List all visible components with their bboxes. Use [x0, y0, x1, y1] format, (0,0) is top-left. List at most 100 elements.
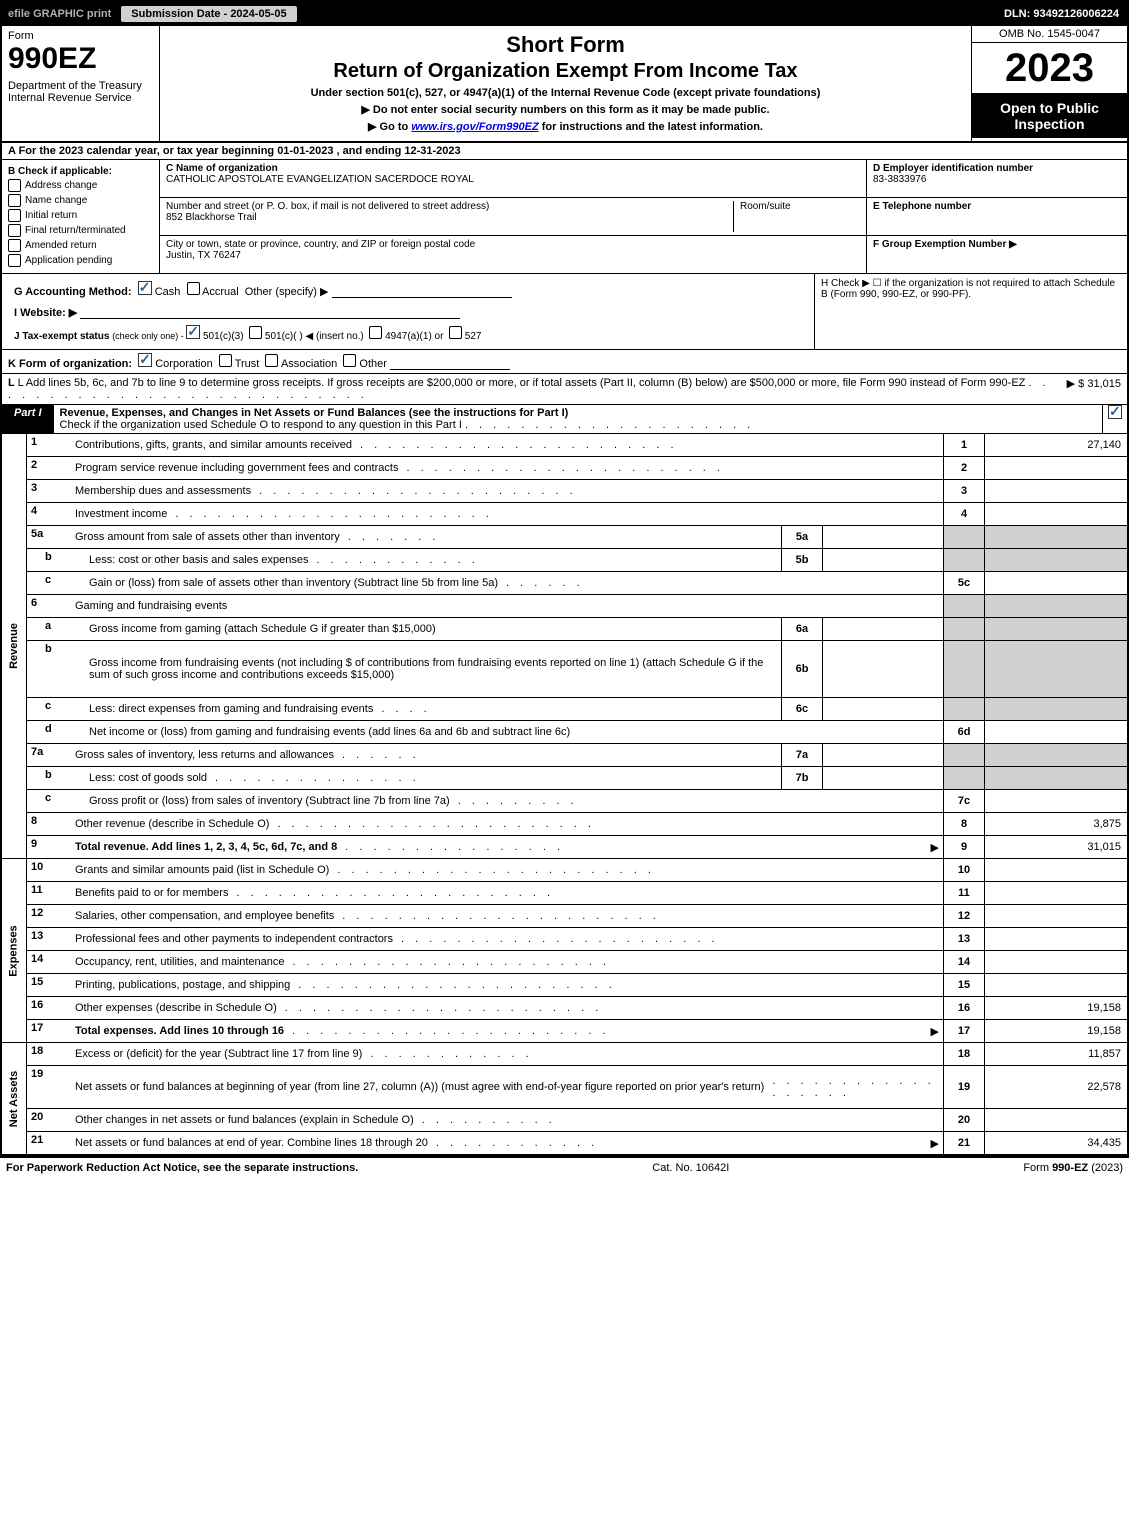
top-bar: efile GRAPHIC print Submission Date - 20… — [2, 2, 1127, 26]
expenses-label: Expenses — [8, 925, 20, 976]
line-5b-subvalue — [822, 549, 943, 571]
line-14: 14 Occupancy, rent, utilities, and maint… — [27, 951, 1127, 974]
checkbox-accrual[interactable] — [187, 282, 200, 295]
line-2-num: 2 — [27, 457, 71, 479]
checkbox-cash[interactable] — [138, 281, 152, 295]
line-10-refnum: 10 — [943, 859, 984, 881]
other-method-field[interactable] — [332, 283, 512, 298]
line-8-refnum: 8 — [943, 813, 984, 835]
line-7b-grey — [943, 767, 984, 789]
line-3-text: Membership dues and assessments — [75, 485, 251, 497]
label-application-pending: Application pending — [25, 255, 112, 266]
line-8-text: Other revenue (describe in Schedule O) — [75, 818, 269, 830]
line-21-refnum: 21 — [943, 1132, 984, 1154]
note-link: ▶ Go to www.irs.gov/Form990EZ for instru… — [164, 120, 967, 133]
line-5c-refnum: 5c — [943, 572, 984, 594]
line-5b-refnum: 5b — [781, 549, 822, 571]
checkbox-amended-return[interactable] — [8, 239, 21, 252]
line-5b-num: b — [27, 549, 85, 571]
header-right: OMB No. 1545-0047 2023 Open to Public In… — [972, 26, 1127, 141]
line-15-value — [984, 974, 1127, 996]
line-20-refnum: 20 — [943, 1109, 984, 1131]
checkbox-corporation[interactable] — [138, 353, 152, 367]
checkbox-527[interactable] — [449, 326, 462, 339]
line-5a-subvalue — [822, 526, 943, 548]
address-row: Number and street (or P. O. box, if mail… — [160, 198, 866, 236]
line-5b-text: Less: cost or other basis and sales expe… — [89, 554, 309, 566]
checkbox-other-org[interactable] — [343, 354, 356, 367]
checkbox-address-change[interactable] — [8, 179, 21, 192]
line-3-refnum: 3 — [943, 480, 984, 502]
department-label: Department of the Treasury Internal Reve… — [8, 80, 153, 104]
checkbox-final-return[interactable] — [8, 224, 21, 237]
line-11-refnum: 11 — [943, 882, 984, 904]
checkbox-4947a1[interactable] — [369, 326, 382, 339]
part-1-title: Revenue, Expenses, and Changes in Net As… — [54, 405, 1102, 433]
checkbox-application-pending[interactable] — [8, 254, 21, 267]
checkbox-501c[interactable] — [249, 326, 262, 339]
line-13-text: Professional fees and other payments to … — [75, 933, 393, 945]
checkbox-association[interactable] — [265, 354, 278, 367]
form-number: 990EZ — [8, 42, 153, 76]
line-11-value — [984, 882, 1127, 904]
section-l: L L Add lines 5b, 6c, and 7b to line 9 t… — [2, 374, 1127, 404]
line-10-num: 10 — [27, 859, 71, 881]
label-corporation: Corporation — [155, 358, 212, 370]
part-1-schedule-o-check[interactable] — [1102, 405, 1127, 433]
label-other-org: Other — [359, 358, 387, 370]
checkbox-name-change[interactable] — [8, 194, 21, 207]
line-6-num: 6 — [27, 595, 71, 617]
footer-catalog: Cat. No. 10642I — [652, 1162, 729, 1174]
line-1-desc: Contributions, gifts, grants, and simila… — [71, 434, 943, 456]
revenue-section: Revenue 1 Contributions, gifts, grants, … — [2, 434, 1127, 859]
line-7a-grey — [943, 744, 984, 766]
room-suite-label: Room/suite — [740, 201, 791, 212]
line-19-refnum: 19 — [943, 1066, 984, 1108]
expenses-body: 10 Grants and similar amounts paid (list… — [27, 859, 1127, 1042]
other-org-field[interactable] — [390, 355, 510, 370]
open-to-public: Open to Public Inspection — [972, 94, 1127, 138]
line-6a-subvalue — [822, 618, 943, 640]
checkbox-trust[interactable] — [219, 354, 232, 367]
line-20: 20 Other changes in net assets or fund b… — [27, 1109, 1127, 1132]
line-6c-grey — [943, 698, 984, 720]
ein-row: D Employer identification number 83-3833… — [867, 160, 1127, 198]
label-accrual: Accrual — [202, 286, 239, 298]
section-j: J Tax-exempt status (check only one) - 5… — [8, 322, 808, 345]
section-l-value: ▶ $ 31,015 — [1057, 377, 1121, 401]
label-501c: 501(c)( ) ◀ (insert no.) — [265, 331, 364, 342]
line-12-value — [984, 905, 1127, 927]
checkbox-initial-return[interactable] — [8, 209, 21, 222]
line-7a: 7a Gross sales of inventory, less return… — [27, 744, 1127, 767]
dots: . . . . . . . . . . . . . . . . . . . . … — [329, 864, 939, 876]
label-association: Association — [281, 358, 337, 370]
section-g-h: G Accounting Method: Cash Accrual Other … — [2, 274, 1127, 350]
section-l-text: L Add lines 5b, 6c, and 7b to line 9 to … — [18, 377, 1026, 389]
line-16-num: 16 — [27, 997, 71, 1019]
checkbox-501c3[interactable] — [186, 325, 200, 339]
line-12-refnum: 12 — [943, 905, 984, 927]
line-9-num: 9 — [27, 836, 71, 858]
website-label: I Website: ▶ — [14, 307, 77, 319]
line-2: 2 Program service revenue including gove… — [27, 457, 1127, 480]
org-name-label: C Name of organization — [166, 163, 278, 174]
line-4-value — [984, 503, 1127, 525]
line-6a-grey — [943, 618, 984, 640]
line-15-refnum: 15 — [943, 974, 984, 996]
line-18-num: 18 — [27, 1043, 71, 1065]
line-3-num: 3 — [27, 480, 71, 502]
revenue-label: Revenue — [8, 623, 20, 669]
line-6c-subvalue — [822, 698, 943, 720]
line-1: 1 Contributions, gifts, grants, and simi… — [27, 434, 1127, 457]
line-6a: a Gross income from gaming (attach Sched… — [27, 618, 1127, 641]
website-field[interactable] — [80, 304, 460, 319]
line-2-text: Program service revenue including govern… — [75, 462, 398, 474]
footer-right-form: 990-EZ — [1052, 1162, 1088, 1174]
irs-link[interactable]: www.irs.gov/Form990EZ — [411, 121, 538, 133]
line-7b: b Less: cost of goods sold. . . . . . . … — [27, 767, 1127, 790]
line-6b-num: b — [27, 641, 85, 697]
group-exemption-label: F Group Exemption Number ▶ — [873, 239, 1017, 250]
line-21-num: 21 — [27, 1132, 71, 1154]
line-5a: 5a Gross amount from sale of assets othe… — [27, 526, 1127, 549]
line-7b-greyval — [984, 767, 1127, 789]
